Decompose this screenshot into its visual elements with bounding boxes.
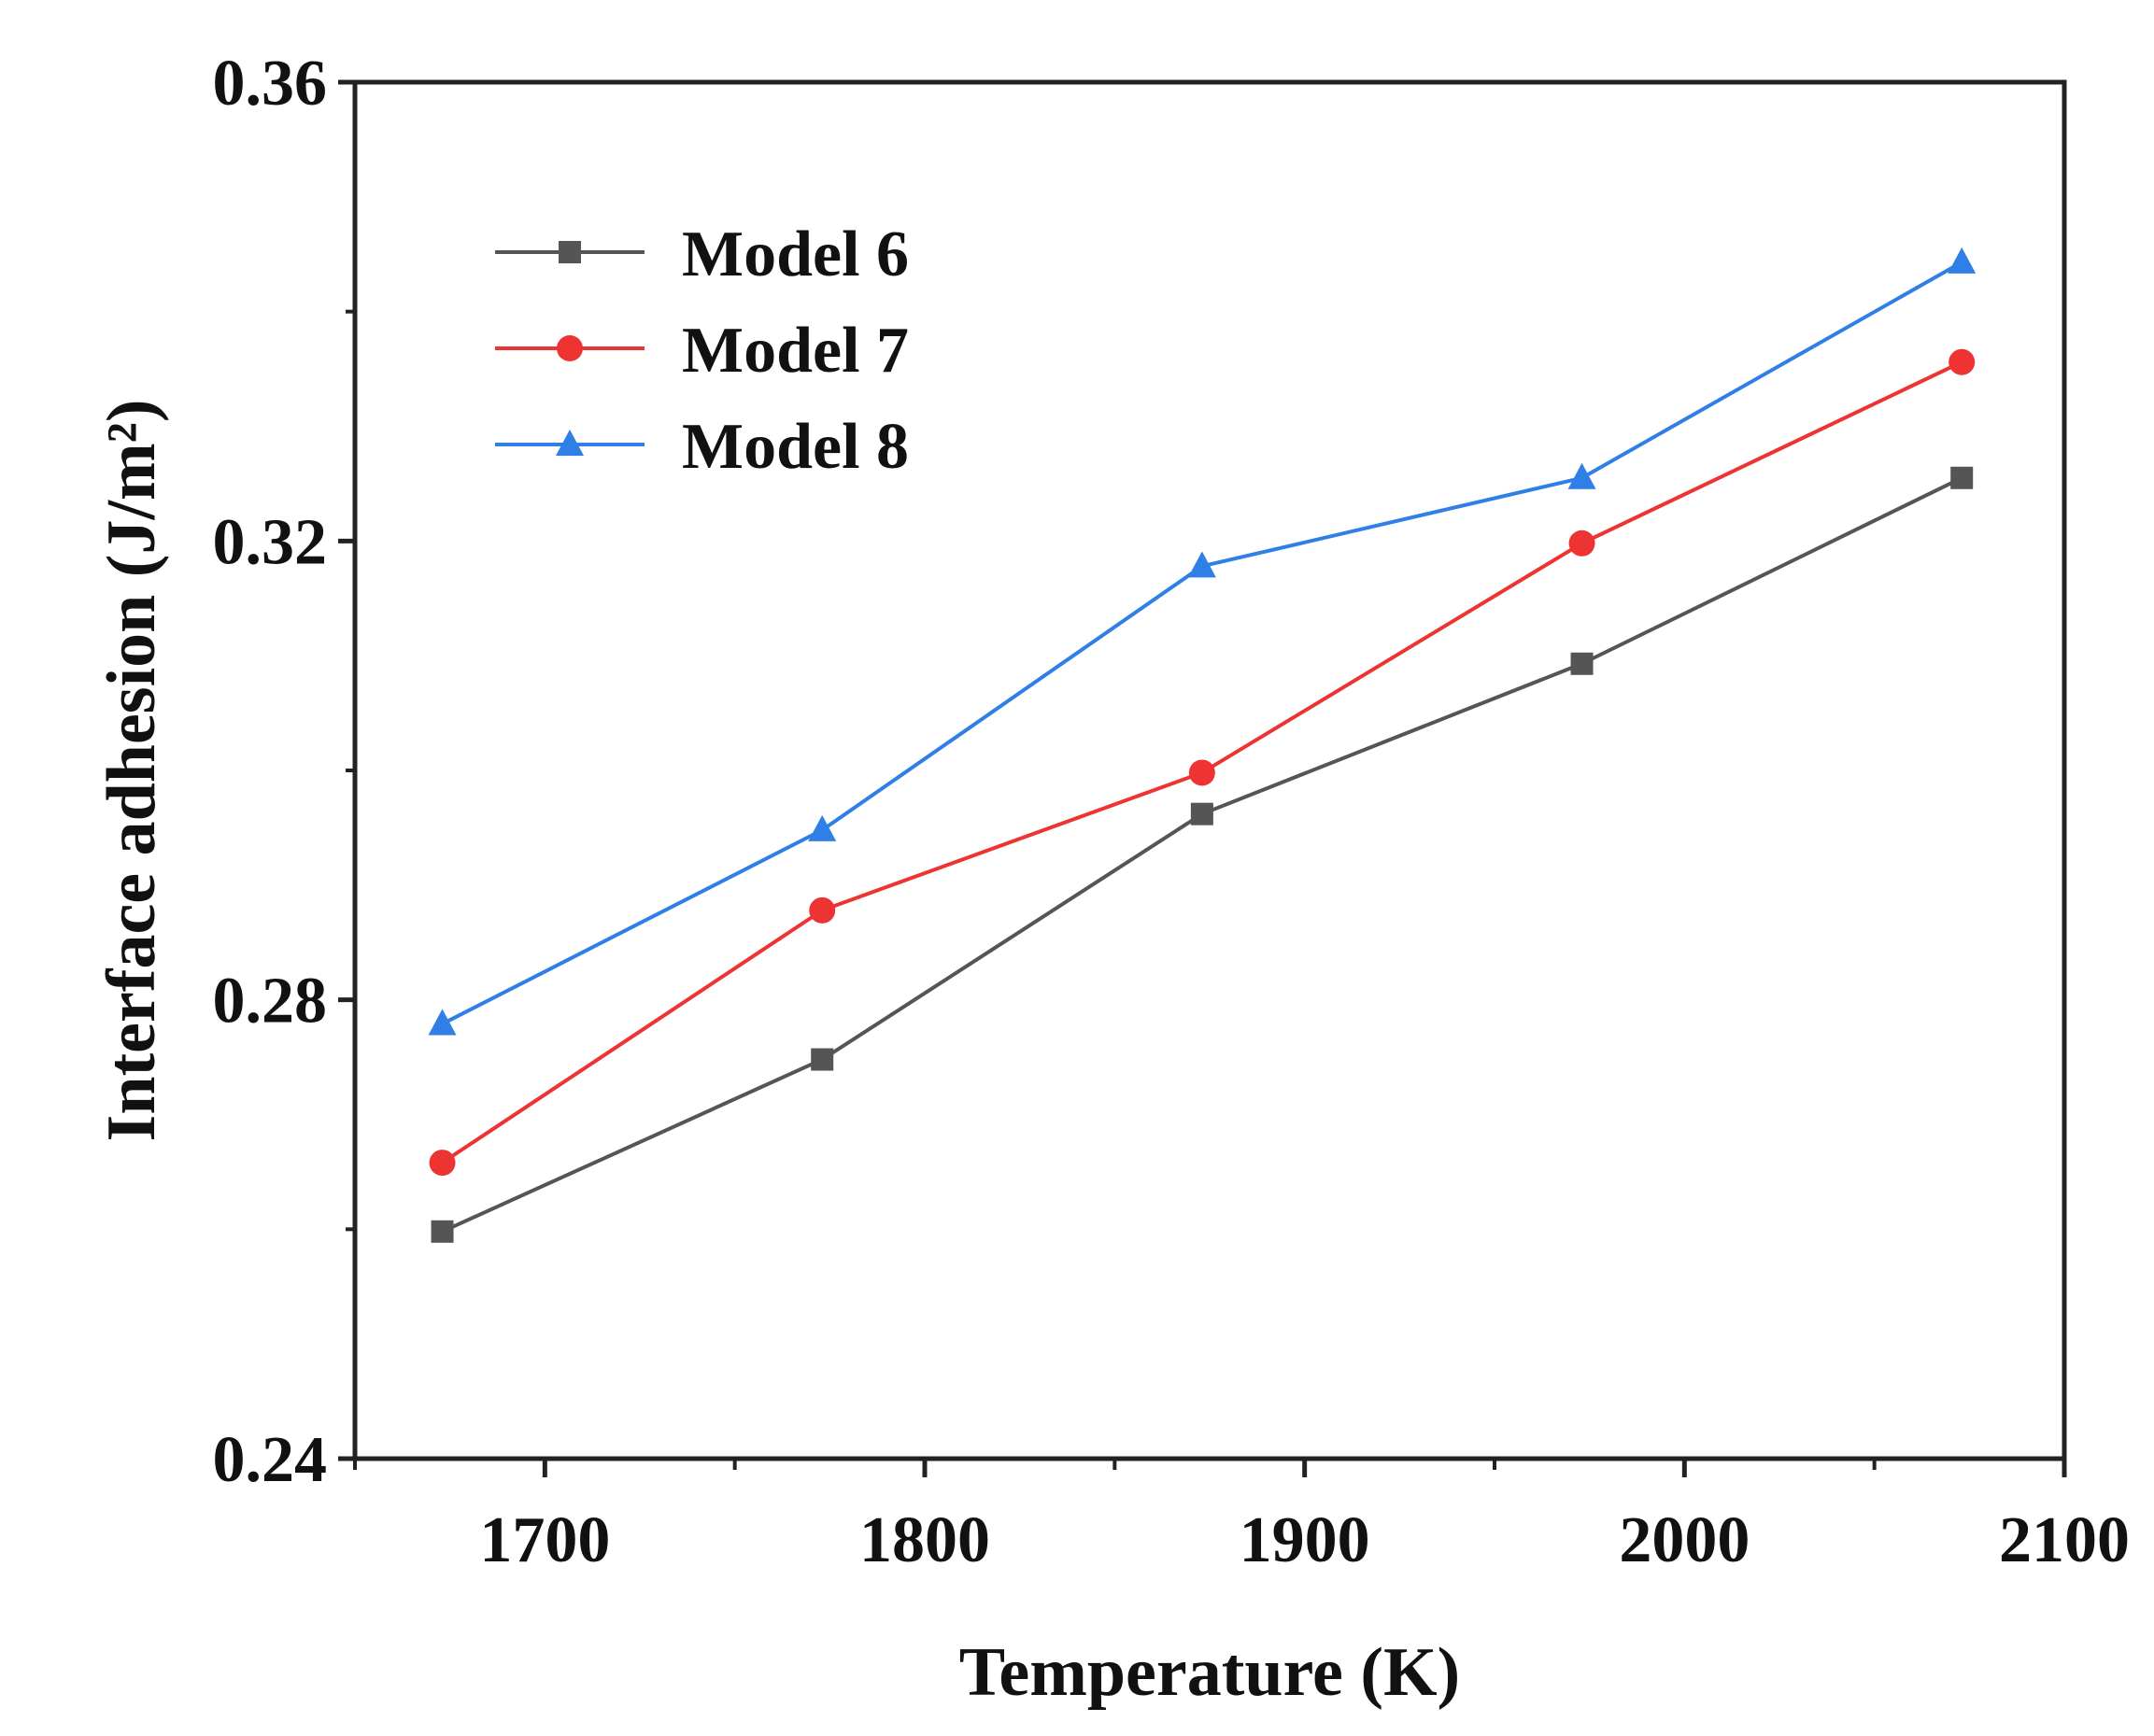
y-tick-label: 0.36: [213, 48, 328, 120]
series-1: [431, 466, 1974, 1243]
y-axis-title: Interface adhesion (J/m²): [93, 400, 170, 1142]
x-axis-ticks: 1700 1800 1900 2000 2100: [353, 1459, 2130, 1576]
x-tick-label: 2000: [1619, 1504, 1750, 1576]
data-point: [1190, 802, 1213, 826]
legend: Model 6 Model 7 Model 8: [495, 219, 909, 483]
data-point: [1568, 529, 1595, 557]
y-tick-label: 0.32: [213, 506, 328, 578]
data-point: [1949, 348, 1976, 375]
data-point: [1567, 462, 1596, 489]
legend-label: Model 8: [682, 411, 909, 483]
data-point: [428, 1009, 457, 1036]
data-point: [1948, 247, 1977, 274]
data-point: [429, 1150, 456, 1177]
x-tick-label: 1900: [1240, 1504, 1370, 1576]
series-3: [428, 247, 1977, 1036]
data-point: [431, 1220, 454, 1243]
data-point: [1188, 759, 1215, 786]
x-tick-label: 1700: [479, 1504, 610, 1576]
data-point: [1570, 652, 1594, 675]
series-2: [429, 348, 1976, 1177]
legend-marker: [556, 430, 584, 456]
x-tick-label: 2100: [1999, 1504, 2130, 1576]
legend-label: Model 7: [682, 315, 909, 387]
legend-item: Model 6: [495, 219, 909, 290]
y-tick-label: 0.24: [213, 1424, 328, 1496]
data-point: [1950, 466, 1974, 489]
y-axis-ticks: 0.24 0.28 0.32 0.36: [213, 48, 355, 1496]
legend-marker: [557, 335, 583, 361]
series-line: [441, 261, 1963, 1026]
data-point: [808, 814, 837, 841]
series-line: [441, 475, 1963, 1234]
data-point: [811, 1048, 834, 1071]
data-point: [1187, 551, 1216, 578]
legend-item: Model 8: [495, 411, 909, 483]
series-layer: [428, 247, 1977, 1243]
data-point: [809, 896, 836, 924]
y-tick-label: 0.28: [213, 966, 328, 1037]
legend-label: Model 6: [682, 219, 909, 290]
x-axis-title: Temperature (K): [959, 1634, 1460, 1711]
legend-item: Model 7: [495, 315, 909, 387]
x-tick-label: 1800: [859, 1504, 990, 1576]
legend-marker: [559, 241, 581, 263]
